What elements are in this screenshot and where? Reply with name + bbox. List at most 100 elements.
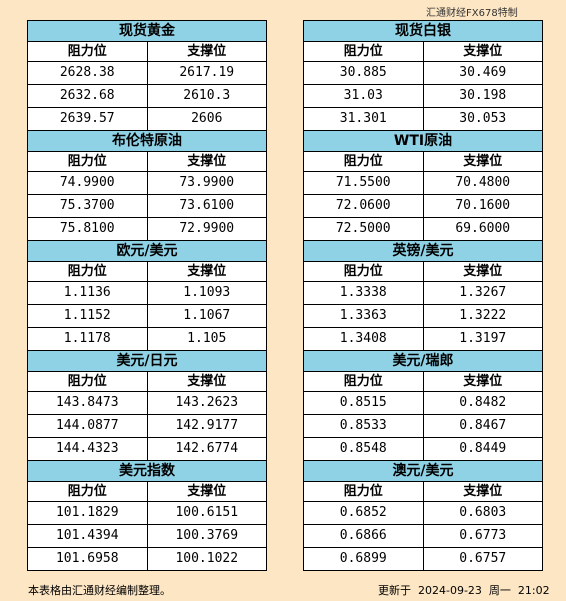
support-header: 支撑位	[146, 152, 267, 171]
table-row: 143.8473 143.2623	[28, 392, 266, 415]
table-row: 75.3700 73.6100	[28, 195, 266, 218]
support-header: 支撑位	[422, 262, 543, 281]
resistance-header: 阻力位	[67, 154, 107, 169]
support-header: 支撑位	[422, 152, 543, 171]
table-row: 101.4394 100.3769	[28, 525, 266, 548]
left-table-panel: 现货黄金 阻力位 支撑位 2628.38 2617.19 2632.68 2610.3 263…	[27, 20, 267, 571]
table-row: 0.6866 0.6773	[304, 525, 542, 548]
instrument-title: 澳元/美元	[304, 460, 542, 482]
table-row: 1.1136 1.1093	[28, 282, 266, 305]
support-value: 0.6757	[422, 548, 543, 570]
column-header-row: 阻力位 支撑位	[304, 482, 542, 502]
support-value: 0.8467	[422, 415, 543, 437]
instrument-title: WTI原油	[304, 130, 542, 152]
table-row: 74.9900 73.9900	[28, 172, 266, 195]
instrument-section: 澳元/美元阻力位 支撑位 0.6852 0.6803 0.6866 0.6773 0.689…	[304, 460, 542, 570]
support-header: 支撑位	[146, 482, 267, 501]
table-row: 2639.57 2606	[28, 108, 266, 130]
resistance-value: 31.301	[339, 111, 387, 126]
support-value: 2606	[146, 108, 267, 130]
table-row: 101.1829 100.6151	[28, 502, 266, 525]
resistance-value: 1.1178	[63, 331, 111, 346]
footer-note: 本表格由汇通财经编制整理。	[28, 584, 171, 597]
watermark-text: 汇通财经FX678特制	[426, 8, 518, 19]
support-value: 142.6774	[146, 438, 267, 460]
table-row: 2628.38 2617.19	[28, 62, 266, 85]
support-header: 支撑位	[146, 42, 267, 61]
resistance-value: 101.6958	[55, 551, 119, 566]
instrument-section: 现货黄金 阻力位 支撑位 2628.38 2617.19 2632.68 2610.3 263…	[28, 21, 266, 130]
support-value: 69.6000	[422, 218, 543, 240]
support-value: 1.3197	[422, 328, 543, 350]
resistance-value: 75.3700	[59, 198, 115, 213]
support-header: 支撑位	[422, 42, 543, 61]
column-header-row: 阻力位 支撑位	[304, 262, 542, 282]
right-table-panel: 现货白银 阻力位 支撑位 30.885 30.469 31.03 30.198 31.301 3…	[303, 20, 543, 571]
table-row: 1.3338 1.3267	[304, 282, 542, 305]
support-header: 支撑位	[146, 262, 267, 281]
resistance-header: 阻力位	[67, 264, 107, 279]
table-row: 0.6852 0.6803	[304, 502, 542, 525]
resistance-header: 阻力位	[67, 44, 107, 59]
table-row: 31.03 30.198	[304, 85, 542, 108]
resistance-value: 101.1829	[55, 505, 119, 520]
column-header-row: 阻力位 支撑位	[28, 482, 266, 502]
support-value: 73.6100	[146, 195, 267, 217]
column-header-row: 阻力位 支撑位	[28, 152, 266, 172]
table-row: 71.5500 70.4800	[304, 172, 542, 195]
support-value: 70.1600	[422, 195, 543, 217]
resistance-value: 101.4394	[55, 528, 119, 543]
resistance-header: 阻力位	[67, 374, 107, 389]
instrument-title: 现货黄金	[28, 21, 266, 42]
update-timestamp: 更新于 2024-09-23 周一 21:02	[378, 584, 550, 597]
resistance-header: 阻力位	[67, 484, 107, 499]
table-row: 0.8548 0.8449	[304, 438, 542, 460]
support-value: 2610.3	[146, 85, 267, 107]
support-value: 73.9900	[146, 172, 267, 194]
resistance-value: 144.0877	[55, 418, 119, 433]
column-header-row: 阻力位 支撑位	[304, 372, 542, 392]
resistance-header: 阻力位	[343, 484, 383, 499]
table-row: 144.4323 142.6774	[28, 438, 266, 460]
support-value: 30.053	[422, 108, 543, 130]
table-row: 0.8515 0.8482	[304, 392, 542, 415]
instrument-section: 美元/瑞郎 阻力位 支撑位 0.8515 0.8482 0.8533 0.8467 0.854…	[304, 350, 542, 460]
resistance-value: 1.3338	[339, 285, 387, 300]
support-value: 1.1093	[146, 282, 267, 304]
resistance-value: 1.3408	[339, 331, 387, 346]
instrument-section: 现货白银 阻力位 支撑位 30.885 30.469 31.03 30.198 31.301 3…	[304, 21, 542, 130]
instrument-title: 布伦特原油	[28, 130, 266, 152]
resistance-value: 1.1152	[63, 308, 111, 323]
column-header-row: 阻力位 支撑位	[28, 262, 266, 282]
instrument-section: 欧元/美元 阻力位 支撑位 1.1136 1.1093 1.1152 1.1067 1.117…	[28, 240, 266, 350]
support-value: 142.9177	[146, 415, 267, 437]
table-row: 1.1152 1.1067	[28, 305, 266, 328]
table-row: 1.3363 1.3222	[304, 305, 542, 328]
support-value: 1.3267	[422, 282, 543, 304]
support-header: 支撑位	[422, 372, 543, 391]
table-row: 101.6958 100.1022	[28, 548, 266, 570]
column-header-row: 阻力位 支撑位	[304, 152, 542, 172]
support-value: 143.2623	[146, 392, 267, 414]
resistance-value: 0.6866	[339, 528, 387, 543]
table-row: 0.8533 0.8467	[304, 415, 542, 438]
resistance-header: 阻力位	[343, 264, 383, 279]
resistance-header: 阻力位	[343, 374, 383, 389]
support-value: 1.1067	[146, 305, 267, 327]
support-value: 0.8449	[422, 438, 543, 460]
support-header: 支撑位	[422, 482, 543, 501]
instrument-title: 英镑/美元	[304, 240, 542, 262]
support-value: 100.3769	[146, 525, 267, 547]
table-row: 144.0877 142.9177	[28, 415, 266, 438]
resistance-value: 0.8515	[339, 395, 387, 410]
support-value: 1.3222	[422, 305, 543, 327]
resistance-value: 0.6899	[339, 551, 387, 566]
resistance-value: 72.5000	[335, 221, 391, 236]
support-value: 0.6773	[422, 525, 543, 547]
support-value: 30.469	[422, 62, 543, 84]
resistance-header: 阻力位	[343, 44, 383, 59]
instrument-title: 美元指数	[28, 460, 266, 482]
resistance-value: 72.0600	[335, 198, 391, 213]
resistance-value: 0.8548	[339, 441, 387, 456]
table-row: 72.5000 69.6000	[304, 218, 542, 240]
